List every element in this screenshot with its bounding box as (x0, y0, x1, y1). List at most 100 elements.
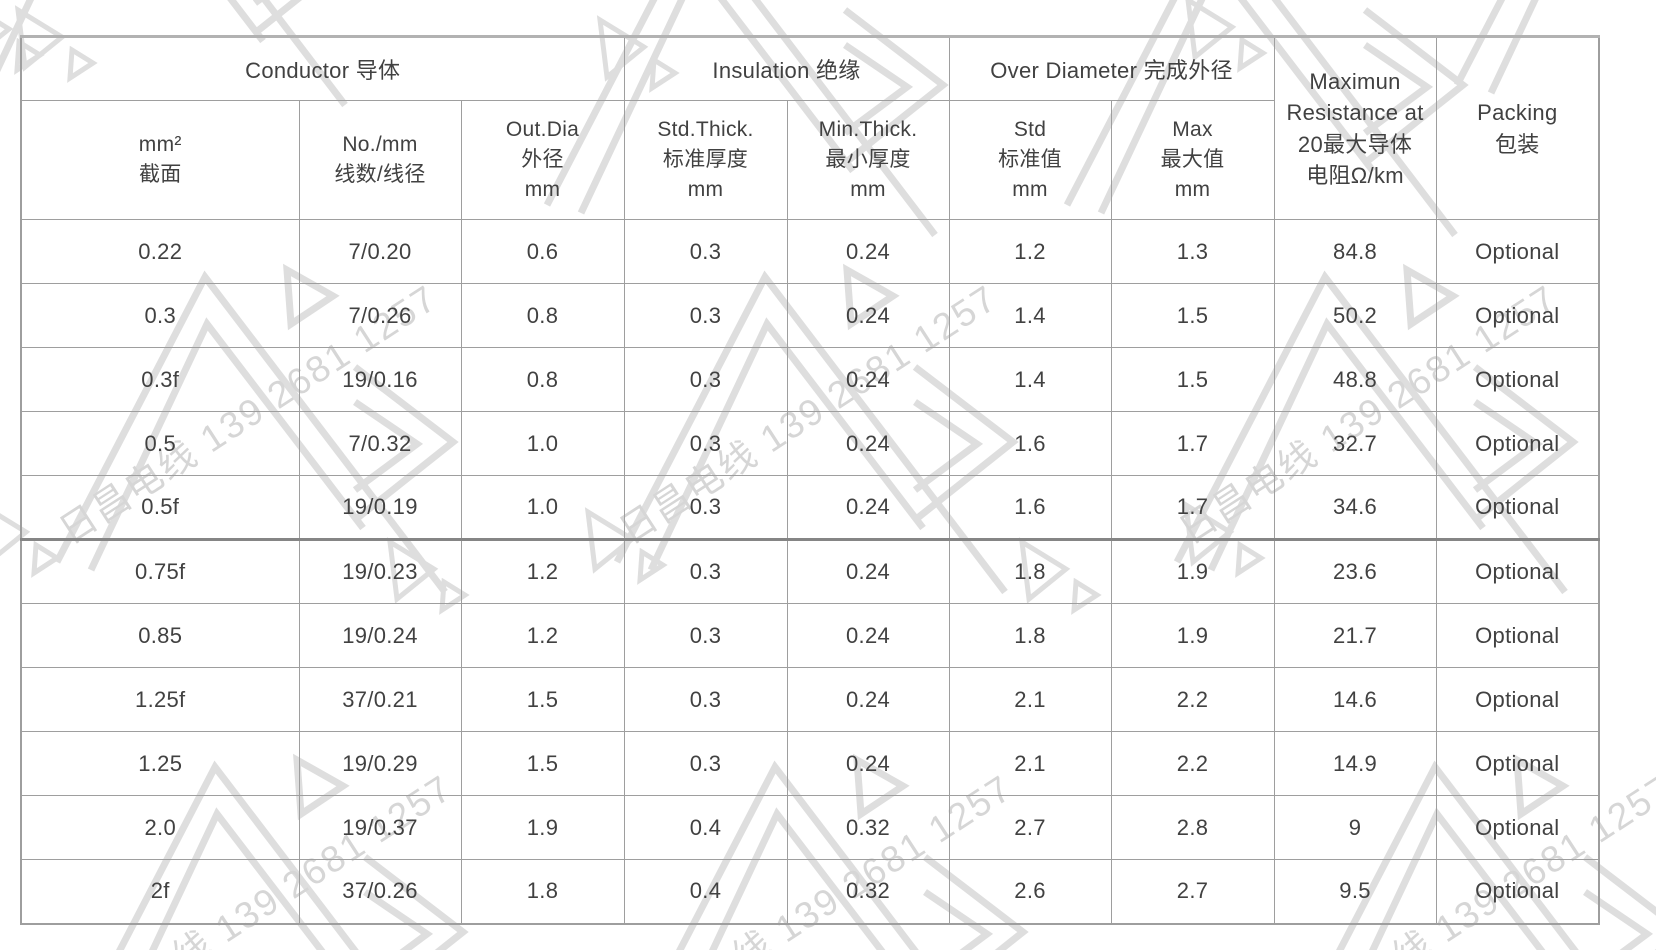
cell-r1c7: 1.3 (1110, 219, 1275, 284)
cell-r2c3: 0.8 (460, 283, 625, 348)
table-row: 0.5 7/0.32 1.0 0.3 0.24 1.6 1.7 32.7 Optional (20, 411, 1600, 476)
cell-r10c6: 2.7 (948, 795, 1112, 860)
cell-r2c7: 1.5 (1110, 283, 1275, 348)
cell-r9c5: 0.24 (786, 731, 950, 796)
cell-r3c4: 0.3 (623, 347, 788, 412)
cell-r10c5: 0.32 (786, 795, 950, 860)
cell-r4c6: 1.6 (948, 411, 1112, 476)
cell-r10c9: Optional (1435, 795, 1600, 860)
table-body: 0.22 7/0.20 0.6 0.3 0.24 1.2 1.3 84.8 Optional 0.… (20, 219, 1600, 924)
cell-r2c9: Optional (1435, 283, 1600, 348)
cell-r3c7: 1.5 (1110, 347, 1275, 412)
col-header-min-thick: Min.Thick. 最小厚度 mm (786, 100, 950, 220)
cell-r1c6: 1.2 (948, 219, 1112, 284)
cable-spec-table: Conductor 导体 Insulation 绝缘 Over Diameter… (20, 35, 1601, 925)
cell-r5c2: 19/0.19 (298, 475, 462, 541)
group-header-row: Conductor 导体 Insulation 绝缘 Over Diameter… (20, 36, 1600, 220)
cell-r3c2: 19/0.16 (298, 347, 462, 412)
table-row: 0.3f 19/0.16 0.8 0.3 0.24 1.4 1.5 48.8 Optional (20, 347, 1600, 412)
cell-r5c4: 0.3 (623, 475, 788, 541)
cell-r4c2: 7/0.32 (298, 411, 462, 476)
cell-r7c6: 1.8 (948, 603, 1112, 668)
cell-r6c6: 1.8 (948, 539, 1112, 604)
cell-r1c4: 0.3 (623, 219, 788, 284)
table-row: 0.22 7/0.20 0.6 0.3 0.24 1.2 1.3 84.8 Optional (20, 219, 1600, 284)
cell-r6c3: 1.2 (460, 539, 625, 604)
cell-r3c9: Optional (1435, 347, 1600, 412)
cell-r6c2: 19/0.23 (298, 539, 462, 604)
sub-header-row: mm² 截面 No./mm 线数/线径 Out.Dia 外径 mm Std.Th… (20, 100, 1599, 220)
cell-r3c5: 0.24 (786, 347, 950, 412)
cell-r4c9: Optional (1435, 411, 1600, 476)
cell-r9c9: Optional (1435, 731, 1600, 796)
cell-r9c1: 1.25 (20, 731, 300, 796)
cell-r11c6: 2.6 (948, 859, 1112, 924)
cell-r4c1: 0.5 (20, 411, 300, 476)
cell-r2c6: 1.4 (948, 283, 1112, 348)
cell-r7c7: 1.9 (1110, 603, 1275, 668)
cell-r4c3: 1.0 (460, 411, 625, 476)
col-header-area: mm² 截面 (20, 100, 300, 220)
cell-r10c8: 9 (1273, 795, 1437, 860)
cell-r8c7: 2.2 (1110, 667, 1275, 732)
cell-r6c1: 0.75f (20, 539, 300, 604)
table-row: 2f 37/0.26 1.8 0.4 0.32 2.6 2.7 9.5 Optional (20, 859, 1600, 924)
cell-r1c1: 0.22 (20, 219, 300, 284)
cell-r10c4: 0.4 (623, 795, 788, 860)
col-header-out-dia: Out.Dia 外径 mm (460, 100, 625, 220)
cell-r2c5: 0.24 (786, 283, 950, 348)
cell-r9c6: 2.1 (948, 731, 1112, 796)
cell-r7c2: 19/0.24 (298, 603, 462, 668)
cell-r11c8: 9.5 (1273, 859, 1437, 924)
cell-r10c7: 2.8 (1110, 795, 1275, 860)
cell-r11c3: 1.8 (460, 859, 625, 924)
cell-r4c7: 1.7 (1110, 411, 1275, 476)
cell-r3c1: 0.3f (20, 347, 300, 412)
cell-r2c1: 0.3 (20, 283, 300, 348)
cell-r4c8: 32.7 (1273, 411, 1437, 476)
cell-r8c1: 1.25f (20, 667, 300, 732)
group-header-insulation: Insulation 绝缘 (623, 36, 950, 101)
cell-r11c4: 0.4 (623, 859, 788, 924)
cell-r9c8: 14.9 (1273, 731, 1437, 796)
cell-r5c9: Optional (1435, 475, 1600, 541)
cell-r5c8: 34.6 (1273, 475, 1437, 541)
col-header-od-std: Std 标准值 mm (948, 100, 1112, 220)
cell-r5c7: 1.7 (1110, 475, 1275, 541)
cell-r8c4: 0.3 (623, 667, 788, 732)
cell-r6c4: 0.3 (623, 539, 788, 604)
cell-r8c5: 0.24 (786, 667, 950, 732)
cell-r6c9: Optional (1435, 539, 1600, 604)
col-header-od-max: Max 最大值 mm (1110, 100, 1275, 220)
cell-r1c3: 0.6 (460, 219, 625, 284)
cell-r11c1: 2f (20, 859, 300, 924)
cell-r7c9: Optional (1435, 603, 1600, 668)
cell-r8c8: 14.6 (1273, 667, 1437, 732)
col-header-resistance: Maximun Resistance at 20最大导体 电阻Ω/km (1273, 36, 1437, 220)
cell-r7c3: 1.2 (460, 603, 625, 668)
cell-r8c9: Optional (1435, 667, 1600, 732)
cell-r10c2: 19/0.37 (298, 795, 462, 860)
cell-r5c1: 0.5f (20, 475, 300, 541)
col-header-packing: Packing 包装 (1435, 36, 1600, 220)
group-header-conductor: Conductor 导体 (20, 36, 625, 101)
cell-r11c9: Optional (1435, 859, 1600, 924)
table-row: 0.85 19/0.24 1.2 0.3 0.24 1.8 1.9 21.7 Optional (20, 603, 1600, 668)
table-row: 0.75f 19/0.23 1.2 0.3 0.24 1.8 1.9 23.6 Optional (20, 539, 1600, 604)
cell-r2c8: 50.2 (1273, 283, 1437, 348)
table-row: 0.5f 19/0.19 1.0 0.3 0.24 1.6 1.7 34.6 Optional (20, 475, 1600, 541)
cell-r9c4: 0.3 (623, 731, 788, 796)
col-header-std-thick: Std.Thick. 标准厚度 mm (623, 100, 788, 220)
cell-r9c7: 2.2 (1110, 731, 1275, 796)
cell-r10c3: 1.9 (460, 795, 625, 860)
cell-r2c2: 7/0.26 (298, 283, 462, 348)
table-header: Conductor 导体 Insulation 绝缘 Over Diameter… (20, 36, 1600, 220)
cell-r2c4: 0.3 (623, 283, 788, 348)
cell-r3c6: 1.4 (948, 347, 1112, 412)
cell-r1c9: Optional (1435, 219, 1600, 284)
table-row: 0.3 7/0.26 0.8 0.3 0.24 1.4 1.5 50.2 Optional (20, 283, 1600, 348)
cell-r9c3: 1.5 (460, 731, 625, 796)
cell-r6c5: 0.24 (786, 539, 950, 604)
cell-r1c2: 7/0.20 (298, 219, 462, 284)
cell-r7c1: 0.85 (20, 603, 300, 668)
